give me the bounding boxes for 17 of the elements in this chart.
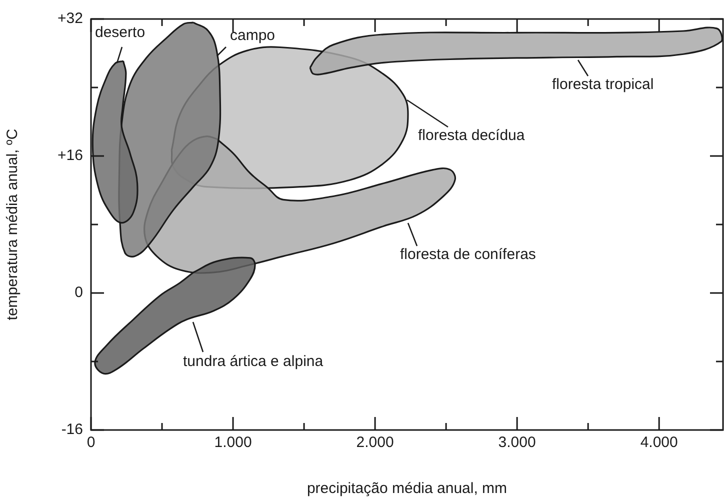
- legend-label: floresta decídua: [418, 127, 526, 144]
- y-tick-label: +16: [58, 147, 83, 164]
- x-tick-label: 0: [86, 434, 96, 452]
- legend-label: campo: [230, 27, 276, 44]
- x-tick-label: 3.000: [498, 434, 536, 452]
- legend-label: tundra ártica e alpina: [183, 353, 324, 370]
- series-label: deserto: [95, 24, 146, 41]
- x-axis-title: precipitação média anual, mm: [306, 480, 508, 498]
- y-axis-title: temperatura média anual, ºC: [4, 128, 22, 320]
- y-tick-label: 0: [74, 284, 83, 302]
- x-tick-label: 2.000: [356, 434, 394, 452]
- legend-label: floresta tropical: [552, 76, 654, 93]
- y-tick-label: -16: [61, 421, 83, 438]
- x-tick-label: 4.000: [640, 434, 678, 452]
- legend-label: floresta de coníferas: [400, 246, 536, 263]
- y-tick-label: +32: [58, 10, 83, 28]
- x-tick-label: 1.000: [214, 434, 252, 452]
